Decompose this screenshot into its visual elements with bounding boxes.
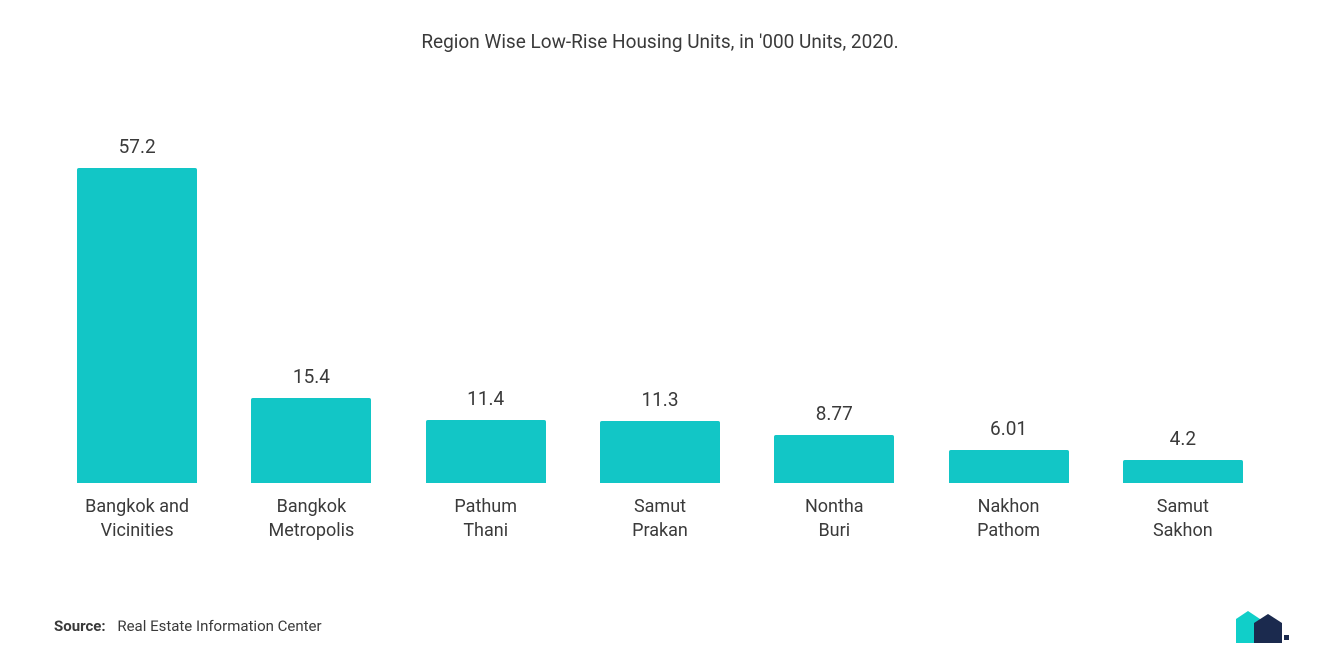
bar-value-label: 11.3 <box>641 388 678 411</box>
bar-rect <box>426 420 546 483</box>
x-axis-label: PathumThani <box>399 495 573 544</box>
x-axis-label: NonthaBuri <box>747 495 921 544</box>
bar-value-label: 11.4 <box>467 387 504 410</box>
source-text: Real Estate Information Center <box>117 617 321 635</box>
chart-container: Region Wise Low-Rise Housing Units, in '… <box>0 0 1320 665</box>
bar-group: 6.01 <box>921 113 1095 483</box>
bar-rect <box>251 398 371 483</box>
bar-value-label: 6.01 <box>990 417 1027 440</box>
bar-value-label: 15.4 <box>293 365 330 388</box>
bar-group: 4.2 <box>1096 113 1270 483</box>
bar-rect <box>949 450 1069 483</box>
bar-value-label: 57.2 <box>119 135 156 158</box>
bar-value-label: 8.77 <box>816 402 853 425</box>
bar-group: 11.4 <box>399 113 573 483</box>
source-label: Source: <box>54 617 106 635</box>
bar-group: 57.2 <box>50 113 224 483</box>
bar-rect <box>77 168 197 483</box>
x-axis-label: SamutSakhon <box>1096 495 1270 544</box>
bar-group: 8.77 <box>747 113 921 483</box>
chart-title: Region Wise Low-Rise Housing Units, in '… <box>40 30 1280 53</box>
source-citation: Source: Real Estate Information Center <box>54 617 322 635</box>
x-axis-label: BangkokMetropolis <box>224 495 398 544</box>
bar-rect <box>600 421 720 483</box>
brand-logo-icon <box>1234 609 1290 645</box>
bar-rect <box>1123 460 1243 483</box>
bar-rect <box>774 435 894 483</box>
x-axis-label: SamutPrakan <box>573 495 747 544</box>
bar-group: 11.3 <box>573 113 747 483</box>
bars-area: 57.2 15.4 11.4 11.3 8.77 6.01 4.2 <box>40 113 1280 483</box>
bar-group: 15.4 <box>224 113 398 483</box>
bar-value-label: 4.2 <box>1170 427 1196 450</box>
x-axis-labels: Bangkok andVicinitiesBangkokMetropolisPa… <box>40 483 1280 544</box>
x-axis-label: NakhonPathom <box>921 495 1095 544</box>
x-axis-label: Bangkok andVicinities <box>50 495 224 544</box>
